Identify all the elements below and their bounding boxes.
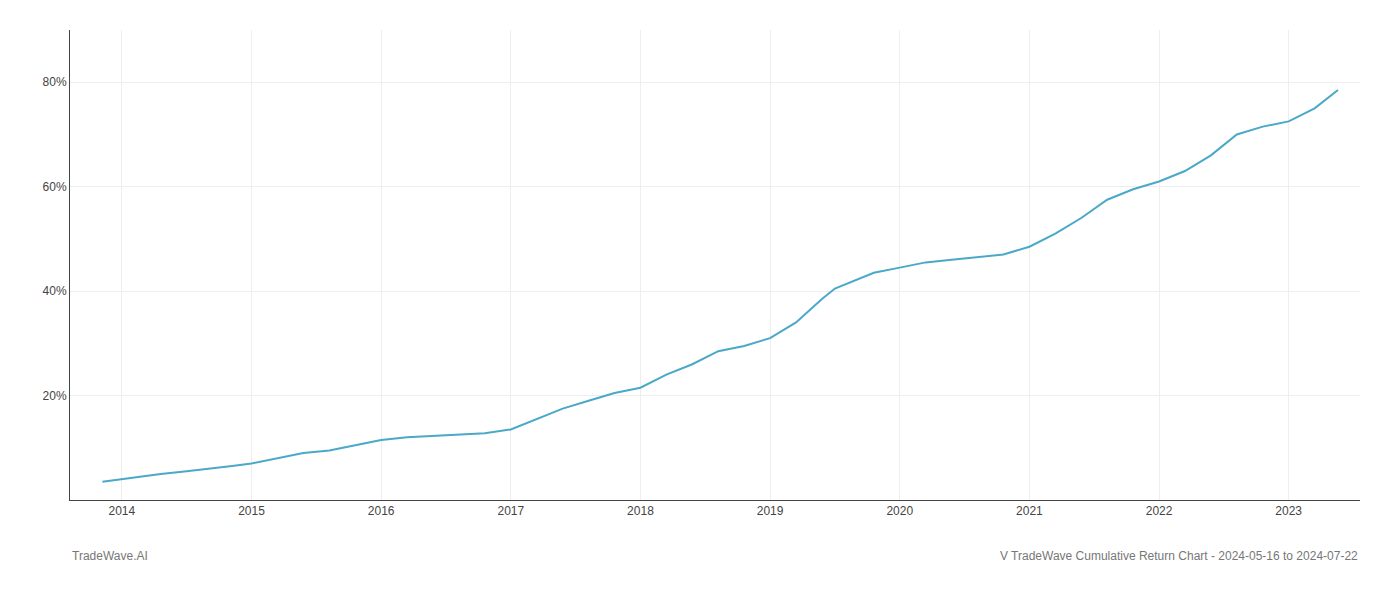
svg-text:2021: 2021: [1016, 504, 1043, 518]
svg-text:2023: 2023: [1275, 504, 1302, 518]
svg-text:40%: 40%: [43, 284, 67, 298]
svg-text:2015: 2015: [238, 504, 265, 518]
svg-text:2020: 2020: [886, 504, 913, 518]
svg-text:60%: 60%: [43, 180, 67, 194]
svg-text:80%: 80%: [43, 75, 67, 89]
svg-text:2018: 2018: [627, 504, 654, 518]
svg-text:2019: 2019: [757, 504, 784, 518]
svg-text:TradeWave.AI: TradeWave.AI: [72, 549, 148, 563]
svg-text:V TradeWave Cumulative Return: V TradeWave Cumulative Return Chart - 20…: [1000, 549, 1358, 563]
svg-text:2014: 2014: [109, 504, 136, 518]
svg-text:20%: 20%: [43, 389, 67, 403]
svg-text:2022: 2022: [1146, 504, 1173, 518]
svg-text:2016: 2016: [368, 504, 395, 518]
svg-text:2017: 2017: [497, 504, 524, 518]
